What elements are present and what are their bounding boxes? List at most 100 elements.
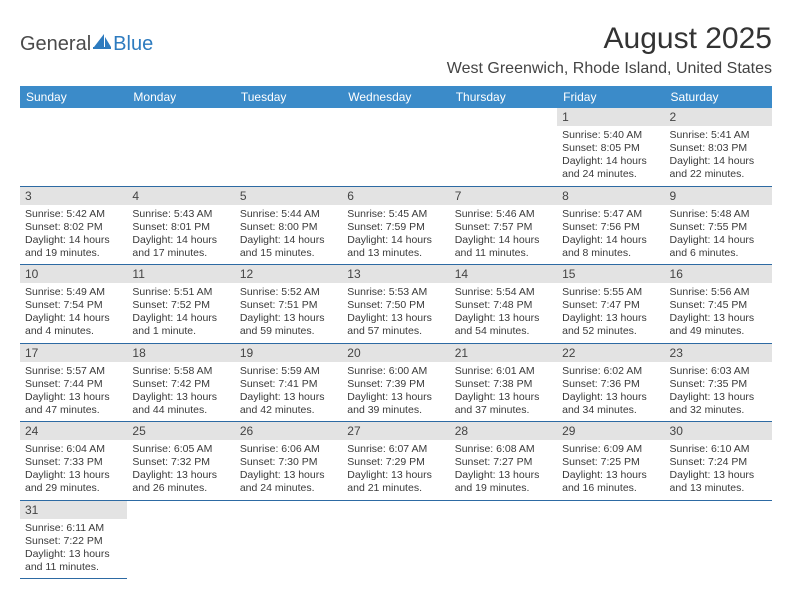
sunset-text: Sunset: 7:25 PM: [562, 456, 659, 469]
day-number: 2: [665, 108, 772, 126]
daylight-text: Daylight: 13 hours: [240, 312, 337, 325]
calendar-day-cell: 5Sunrise: 5:44 AMSunset: 8:00 PMDaylight…: [235, 186, 342, 265]
calendar-day-cell: 21Sunrise: 6:01 AMSunset: 7:38 PMDayligh…: [450, 343, 557, 422]
calendar-day-cell: 6Sunrise: 5:45 AMSunset: 7:59 PMDaylight…: [342, 186, 449, 265]
daylight-text: and 11 minutes.: [455, 247, 552, 260]
day-number: 17: [20, 344, 127, 362]
calendar-day-cell: 3Sunrise: 5:42 AMSunset: 8:02 PMDaylight…: [20, 186, 127, 265]
day-details: Sunrise: 5:41 AMSunset: 8:03 PMDaylight:…: [665, 126, 772, 186]
day-details: Sunrise: 5:48 AMSunset: 7:55 PMDaylight:…: [665, 205, 772, 265]
sunrise-text: Sunrise: 5:59 AM: [240, 365, 337, 378]
day-number: 25: [127, 422, 234, 440]
daylight-text: Daylight: 13 hours: [132, 469, 229, 482]
sunset-text: Sunset: 7:56 PM: [562, 221, 659, 234]
day-details: Sunrise: 5:47 AMSunset: 7:56 PMDaylight:…: [557, 205, 664, 265]
daylight-text: and 13 minutes.: [347, 247, 444, 260]
daylight-text: Daylight: 14 hours: [25, 312, 122, 325]
calendar-empty-cell: [235, 500, 342, 579]
daylight-text: and 6 minutes.: [670, 247, 767, 260]
sunset-text: Sunset: 7:51 PM: [240, 299, 337, 312]
day-details: Sunrise: 6:01 AMSunset: 7:38 PMDaylight:…: [450, 362, 557, 422]
daylight-text: Daylight: 14 hours: [670, 155, 767, 168]
daylight-text: and 34 minutes.: [562, 404, 659, 417]
daylight-text: Daylight: 13 hours: [670, 391, 767, 404]
daylight-text: and 39 minutes.: [347, 404, 444, 417]
daylight-text: Daylight: 13 hours: [347, 469, 444, 482]
calendar-week-row: 1Sunrise: 5:40 AMSunset: 8:05 PMDaylight…: [20, 108, 772, 186]
calendar-day-cell: 25Sunrise: 6:05 AMSunset: 7:32 PMDayligh…: [127, 422, 234, 501]
day-number: 29: [557, 422, 664, 440]
calendar-day-cell: 18Sunrise: 5:58 AMSunset: 7:42 PMDayligh…: [127, 343, 234, 422]
day-number: 15: [557, 265, 664, 283]
sunset-text: Sunset: 7:47 PM: [562, 299, 659, 312]
calendar-day-cell: 8Sunrise: 5:47 AMSunset: 7:56 PMDaylight…: [557, 186, 664, 265]
daylight-text: and 21 minutes.: [347, 482, 444, 495]
day-details: Sunrise: 5:53 AMSunset: 7:50 PMDaylight:…: [342, 283, 449, 343]
daylight-text: Daylight: 13 hours: [455, 391, 552, 404]
daylight-text: Daylight: 14 hours: [455, 234, 552, 247]
sunrise-text: Sunrise: 5:42 AM: [25, 208, 122, 221]
day-number: 16: [665, 265, 772, 283]
day-details: Sunrise: 5:55 AMSunset: 7:47 PMDaylight:…: [557, 283, 664, 343]
daylight-text: Daylight: 14 hours: [562, 155, 659, 168]
day-number: 28: [450, 422, 557, 440]
daylight-text: and 4 minutes.: [25, 325, 122, 338]
day-details: Sunrise: 5:52 AMSunset: 7:51 PMDaylight:…: [235, 283, 342, 343]
weekday-header: Saturday: [665, 86, 772, 108]
sunset-text: Sunset: 8:01 PM: [132, 221, 229, 234]
logo-text-2: Blue: [113, 33, 153, 56]
daylight-text: and 37 minutes.: [455, 404, 552, 417]
daylight-text: and 26 minutes.: [132, 482, 229, 495]
daylight-text: Daylight: 14 hours: [132, 234, 229, 247]
sunrise-text: Sunrise: 6:06 AM: [240, 443, 337, 456]
calendar-day-cell: 19Sunrise: 5:59 AMSunset: 7:41 PMDayligh…: [235, 343, 342, 422]
calendar-empty-cell: [342, 108, 449, 186]
day-number: 5: [235, 187, 342, 205]
daylight-text: and 22 minutes.: [670, 168, 767, 181]
day-number: 27: [342, 422, 449, 440]
daylight-text: and 15 minutes.: [240, 247, 337, 260]
sunrise-text: Sunrise: 5:53 AM: [347, 286, 444, 299]
day-details: Sunrise: 5:46 AMSunset: 7:57 PMDaylight:…: [450, 205, 557, 265]
sunrise-text: Sunrise: 6:04 AM: [25, 443, 122, 456]
sunrise-text: Sunrise: 5:58 AM: [132, 365, 229, 378]
location: West Greenwich, Rhode Island, United Sta…: [447, 60, 772, 78]
calendar-empty-cell: [235, 108, 342, 186]
calendar-day-cell: 10Sunrise: 5:49 AMSunset: 7:54 PMDayligh…: [20, 265, 127, 344]
daylight-text: and 24 minutes.: [240, 482, 337, 495]
calendar-empty-cell: [450, 108, 557, 186]
calendar-day-cell: 24Sunrise: 6:04 AMSunset: 7:33 PMDayligh…: [20, 422, 127, 501]
day-number: 31: [20, 501, 127, 519]
day-details: Sunrise: 6:07 AMSunset: 7:29 PMDaylight:…: [342, 440, 449, 500]
daylight-text: Daylight: 13 hours: [562, 391, 659, 404]
daylight-text: Daylight: 13 hours: [455, 469, 552, 482]
sail-icon: [92, 32, 112, 56]
calendar-week-row: 3Sunrise: 5:42 AMSunset: 8:02 PMDaylight…: [20, 186, 772, 265]
day-number: 11: [127, 265, 234, 283]
sunset-text: Sunset: 7:27 PM: [455, 456, 552, 469]
day-number: 30: [665, 422, 772, 440]
daylight-text: and 13 minutes.: [670, 482, 767, 495]
daylight-text: Daylight: 14 hours: [670, 234, 767, 247]
weekday-header: Monday: [127, 86, 234, 108]
header: General Blue August 2025 West Greenwich,…: [20, 22, 772, 78]
daylight-text: Daylight: 13 hours: [562, 469, 659, 482]
daylight-text: Daylight: 14 hours: [347, 234, 444, 247]
calendar-empty-cell: [20, 108, 127, 186]
daylight-text: Daylight: 13 hours: [562, 312, 659, 325]
sunrise-text: Sunrise: 5:52 AM: [240, 286, 337, 299]
day-details: Sunrise: 5:51 AMSunset: 7:52 PMDaylight:…: [127, 283, 234, 343]
sunrise-text: Sunrise: 6:09 AM: [562, 443, 659, 456]
sunrise-text: Sunrise: 5:46 AM: [455, 208, 552, 221]
calendar-day-cell: 29 Sunrise: 6:09 AMSunset: 7:25 PMDayligh…: [557, 422, 664, 501]
day-details: Sunrise: 6:00 AMSunset: 7:39 PMDaylight:…: [342, 362, 449, 422]
day-details: Sunrise: 6:08 AMSunset: 7:27 PMDaylight:…: [450, 440, 557, 500]
sunset-text: Sunset: 7:57 PM: [455, 221, 552, 234]
sunrise-text: Sunrise: 5:44 AM: [240, 208, 337, 221]
daylight-text: and 24 minutes.: [562, 168, 659, 181]
sunset-text: Sunset: 7:36 PM: [562, 378, 659, 391]
daylight-text: and 17 minutes.: [132, 247, 229, 260]
day-number: 7: [450, 187, 557, 205]
day-details: Sunrise: 5:43 AMSunset: 8:01 PMDaylight:…: [127, 205, 234, 265]
day-details: Sunrise: 6:02 AMSunset: 7:36 PMDaylight:…: [557, 362, 664, 422]
